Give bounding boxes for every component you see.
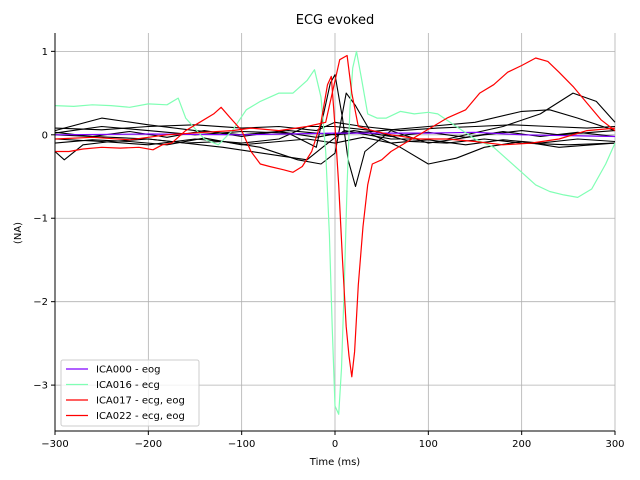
y-axis-ticks: 1 0 −1 −2 −3 <box>33 47 55 392</box>
y-tick-label: 0 <box>42 130 48 141</box>
x-tick-label: −200 <box>135 439 162 450</box>
legend-label: ICA022 - ecg, eog <box>96 411 185 422</box>
legend-label: ICA017 - ecg, eog <box>96 396 185 407</box>
series-line-2 <box>55 57 616 378</box>
series-line-3 <box>54 54 616 146</box>
legend: ICA000 - eog ICA016 - ecg ICA017 - ecg, eo… <box>60 359 200 427</box>
x-axis-label: Time (ms) <box>309 457 361 468</box>
x-tick-label: 300 <box>605 439 624 450</box>
y-axis-label: (NA) <box>13 222 24 244</box>
x-tick-label: 200 <box>512 439 531 450</box>
series-line-1 <box>54 50 616 415</box>
chart-title: ECG evoked <box>296 13 374 28</box>
x-axis-ticks: −300 −200 −100 0 100 200 300 <box>41 431 625 450</box>
legend-label: ICA016 - ecg <box>96 380 160 391</box>
x-tick-label: −100 <box>228 439 255 450</box>
y-tick-label: −2 <box>33 297 48 308</box>
x-tick-label: 100 <box>419 439 438 450</box>
component-line <box>54 136 616 146</box>
legend-box <box>60 359 200 427</box>
x-tick-label: 0 <box>332 439 338 450</box>
y-tick-label: −1 <box>33 214 48 225</box>
y-tick-label: 1 <box>42 47 48 58</box>
legend-label: ICA000 - eog <box>96 365 160 376</box>
highlighted-series-lines <box>54 50 616 415</box>
x-tick-label: −300 <box>41 439 68 450</box>
component-line <box>54 92 616 161</box>
y-tick-label: −3 <box>33 381 48 392</box>
